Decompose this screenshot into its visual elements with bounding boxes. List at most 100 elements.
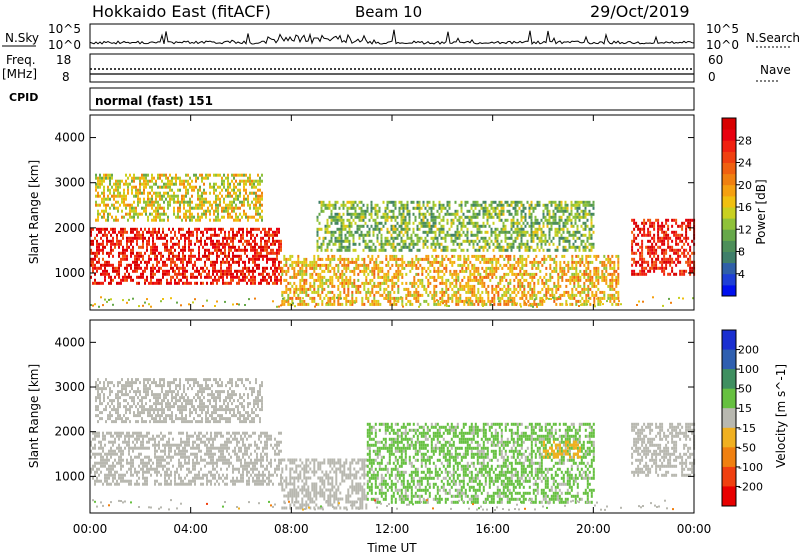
power-echo-cell xyxy=(639,245,642,249)
power-echo-cell xyxy=(541,287,544,291)
power-echo-cell xyxy=(468,239,471,243)
power-echo-cell xyxy=(409,260,412,264)
power-echo-cell xyxy=(384,239,387,243)
power-echo-cell xyxy=(216,272,218,276)
power-echo-cell xyxy=(326,227,329,231)
power-echo-cell xyxy=(400,215,403,219)
power-echo-cell xyxy=(533,284,536,288)
power-echo-cell xyxy=(550,215,553,219)
power-echo-cell xyxy=(266,266,268,270)
power-echo-cell xyxy=(512,239,515,243)
power-echo-cell xyxy=(546,224,549,228)
power-echo-cell xyxy=(460,209,463,213)
power-echo-cell xyxy=(163,200,165,204)
power-echo-cell xyxy=(327,263,330,267)
power-echo-cell xyxy=(360,206,363,210)
power-echo-cell xyxy=(181,194,183,198)
power-echo-cell xyxy=(592,242,595,246)
power-echo-cell xyxy=(96,242,98,246)
power-echo-cell xyxy=(184,275,186,279)
power-echo-cell xyxy=(363,272,366,276)
power-echo-cell xyxy=(245,173,247,177)
power-echo-cell xyxy=(579,299,582,303)
power-echo-cell xyxy=(446,233,449,237)
power-echo-cell xyxy=(458,221,461,225)
power-echo-cell xyxy=(631,245,634,249)
power-echo-cell xyxy=(513,302,516,306)
power-echo-cell xyxy=(485,257,488,261)
power-echo-cell xyxy=(266,239,268,243)
power-echo-cell xyxy=(445,299,448,303)
power-echo-cell xyxy=(633,257,636,261)
power-echo-cell xyxy=(519,254,522,258)
power-echo-cell xyxy=(123,194,125,198)
power-echo-cell xyxy=(155,191,157,195)
power-echo-cell xyxy=(108,251,110,255)
power-echo-cell xyxy=(230,257,232,261)
power-echo-cell xyxy=(373,272,376,276)
power-echo-cell xyxy=(492,221,495,225)
power-echo-cell xyxy=(229,191,231,195)
power-echo-cell xyxy=(499,263,502,267)
power-echo-cell xyxy=(667,245,670,249)
power-echo-cell xyxy=(309,296,312,300)
power-echo-cell xyxy=(525,302,528,306)
power-echo-cell xyxy=(189,212,191,216)
power-echo-cell xyxy=(469,302,472,306)
power-echo-cell xyxy=(274,272,276,276)
power-echo-cell xyxy=(452,242,455,246)
power-echo-cell xyxy=(252,275,254,279)
power-echo-cell xyxy=(353,266,356,270)
power-echo-cell xyxy=(591,284,594,288)
power-echo-cell xyxy=(433,260,436,264)
power-echo-cell xyxy=(231,200,233,204)
power-echo-cell xyxy=(250,269,252,273)
power-echo-cell xyxy=(370,200,373,204)
power-echo-cell xyxy=(340,227,343,231)
power-echo-cell xyxy=(170,257,172,261)
power-echo-cell xyxy=(215,200,217,204)
power-echo-cell xyxy=(685,236,688,240)
power-echo-cell xyxy=(568,212,571,216)
power-echo-cell xyxy=(520,242,523,246)
power-echo-cell xyxy=(463,257,466,261)
power-echo-cell xyxy=(446,218,449,222)
power-echo-cell xyxy=(157,209,159,213)
power-echo-cell xyxy=(570,203,573,207)
power-echo-cell xyxy=(388,209,391,213)
power-echo-cell xyxy=(524,242,527,246)
power-echo-cell xyxy=(395,263,398,267)
power-echo-cell xyxy=(360,215,363,219)
power-echo-cell xyxy=(199,173,201,177)
power-echo-cell xyxy=(301,299,304,303)
power-echo-cell xyxy=(224,248,226,252)
power-echo-cell xyxy=(113,206,115,210)
power-echo-cell xyxy=(299,260,302,264)
power-echo-cell xyxy=(156,233,158,237)
power-echo-cell xyxy=(158,227,160,231)
power-echo-cell xyxy=(150,275,152,279)
power-echo-cell xyxy=(401,281,404,285)
power-echo-cell xyxy=(492,242,495,246)
power-echo-cell xyxy=(244,272,246,276)
power-echo-cell xyxy=(170,266,172,270)
power-echo-cell xyxy=(246,266,248,270)
power-echo-cell xyxy=(243,197,245,201)
power-echo-cell xyxy=(477,272,480,276)
power-echo-cell xyxy=(366,206,369,210)
power-echo-cell xyxy=(100,230,102,234)
power-echo-cell xyxy=(190,251,192,255)
power-echo-cell xyxy=(230,263,232,267)
power-echo-cell xyxy=(474,203,477,207)
power-echo-cell xyxy=(470,203,473,207)
power-echo-cell xyxy=(411,263,414,267)
power-echo-cell xyxy=(427,272,430,276)
power-echo-cell xyxy=(107,188,109,192)
power-echo-cell xyxy=(491,263,494,267)
power-echo-cell xyxy=(379,293,382,297)
power-echo-cell xyxy=(104,260,106,264)
power-echo-cell xyxy=(189,203,191,207)
power-echo-cell xyxy=(372,218,375,222)
power-echo-cell xyxy=(309,281,312,285)
power-echo-cell xyxy=(90,239,92,243)
